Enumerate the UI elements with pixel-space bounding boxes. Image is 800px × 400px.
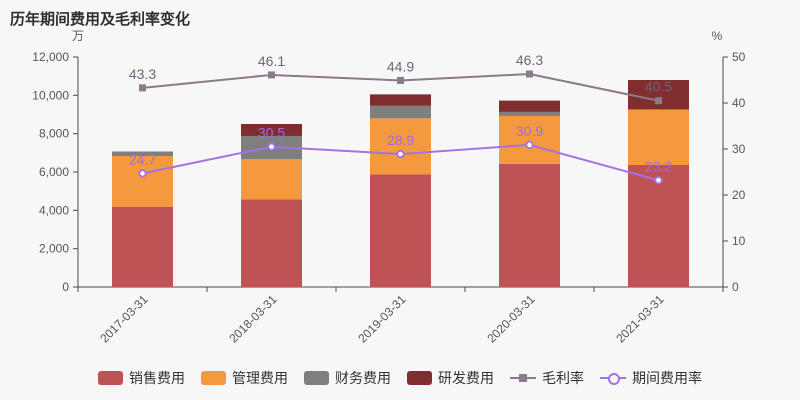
marker-square-毛利率[interactable] — [268, 71, 275, 79]
data-label-毛利率: 44.9 — [387, 58, 414, 74]
right-axis-tick-label: 10 — [732, 234, 746, 248]
bar-segment-管理费用[interactable] — [628, 109, 689, 166]
bar-segment-财务费用[interactable] — [370, 105, 431, 119]
marker-circle-期间费用率[interactable] — [525, 140, 534, 149]
bar-segment-销售费用[interactable] — [370, 174, 431, 287]
left-axis-tick-label: 10,000 — [32, 88, 69, 102]
legend-swatch-icon — [98, 371, 123, 385]
marker-circle-期间费用率[interactable] — [396, 149, 405, 159]
legend-label: 财务费用 — [335, 370, 391, 386]
bar-segment-管理费用[interactable] — [112, 155, 173, 207]
legend-swatch-icon — [201, 371, 226, 385]
legend-item-期间费用率[interactable]: 期间费用率 — [600, 368, 702, 388]
x-axis-category-label: 2018-03-31 — [226, 292, 280, 346]
marker-square-毛利率[interactable] — [655, 97, 662, 105]
legend-item-财务费用[interactable]: 财务费用 — [304, 368, 391, 388]
bar-segment-财务费用[interactable] — [499, 111, 560, 116]
bar-segment-财务费用[interactable] — [628, 109, 689, 110]
data-label-期间费用率: 30.9 — [516, 123, 543, 139]
legend-label: 管理费用 — [232, 370, 288, 386]
svg-text:2018-03-31: 2018-03-31 — [226, 292, 280, 346]
svg-text:2021-03-31: 2021-03-31 — [613, 292, 667, 346]
right-axis-tick-label: 30 — [732, 142, 746, 156]
legend-label: 销售费用 — [129, 370, 185, 386]
marker-circle-期间费用率[interactable] — [267, 142, 276, 151]
right-axis-tick-label: 40 — [732, 96, 746, 110]
data-label-毛利率: 46.1 — [258, 53, 285, 69]
data-label-毛利率: 40.5 — [645, 79, 672, 95]
data-label-期间费用率: 30.5 — [258, 125, 285, 141]
left-axis-tick-label: 8,000 — [39, 127, 69, 141]
svg-text:2017-03-31: 2017-03-31 — [97, 292, 151, 346]
legend-label: 期间费用率 — [632, 370, 702, 386]
bar-segment-研发费用[interactable] — [241, 123, 302, 136]
marker-square-毛利率[interactable] — [397, 76, 404, 84]
right-axis-tick-label: 50 — [732, 50, 746, 64]
data-label-期间费用率: 23.2 — [645, 158, 672, 174]
bar-segment-销售费用[interactable] — [241, 199, 302, 287]
data-label-毛利率: 43.3 — [129, 66, 156, 82]
data-label-毛利率: 46.3 — [516, 52, 543, 68]
bar-segment-销售费用[interactable] — [499, 163, 560, 287]
data-label-期间费用率: 24.7 — [129, 151, 156, 167]
legend-item-销售费用[interactable]: 销售费用 — [98, 368, 185, 388]
legend-swatch-icon — [304, 371, 329, 385]
legend-label: 研发费用 — [438, 370, 494, 386]
marker-circle-期间费用率[interactable] — [138, 169, 147, 178]
bar-segment-管理费用[interactable] — [241, 159, 302, 200]
svg-text:2020-03-31: 2020-03-31 — [484, 292, 538, 346]
right-axis-unit: % — [712, 29, 723, 43]
bar-segment-财务费用[interactable] — [112, 151, 173, 156]
marker-square-毛利率[interactable] — [526, 70, 533, 78]
legend-line-circle-icon — [600, 371, 626, 385]
left-axis-tick-label: 12,000 — [32, 50, 69, 64]
x-axis-category-label: 2021-03-31 — [613, 292, 667, 346]
x-axis-category-label: 2020-03-31 — [484, 292, 538, 346]
bar-segment-管理费用[interactable] — [499, 115, 560, 164]
bar-segment-研发费用[interactable] — [370, 94, 431, 106]
left-axis-tick-label: 2,000 — [39, 242, 69, 256]
right-axis-tick-label: 0 — [732, 280, 739, 294]
chart-title: 历年期间费用及毛利率变化 — [10, 11, 191, 28]
bar-segment-销售费用[interactable] — [628, 165, 689, 287]
svg-text:2019-03-31: 2019-03-31 — [355, 292, 409, 346]
legend-item-研发费用[interactable]: 研发费用 — [407, 368, 494, 388]
bar-segment-销售费用[interactable] — [112, 206, 173, 287]
marker-square-毛利率[interactable] — [139, 84, 146, 92]
chart-legend: 销售费用 管理费用 财务费用 研发费用 毛利率 期间费用率 — [0, 368, 800, 388]
x-axis-category-label: 2019-03-31 — [355, 292, 409, 346]
bar-segment-研发费用[interactable] — [499, 100, 560, 112]
legend-label: 毛利率 — [542, 370, 584, 386]
left-axis-tick-label: 0 — [62, 280, 69, 294]
legend-item-毛利率[interactable]: 毛利率 — [510, 368, 584, 388]
right-axis-tick-label: 20 — [732, 188, 746, 202]
left-axis-tick-label: 4,000 — [39, 203, 69, 217]
marker-circle-期间费用率[interactable] — [654, 176, 663, 185]
data-label-期间费用率: 28.9 — [387, 132, 414, 148]
bar-segment-管理费用[interactable] — [370, 118, 431, 175]
left-axis-tick-label: 6,000 — [39, 165, 69, 179]
legend-swatch-icon — [407, 371, 432, 385]
legend-item-管理费用[interactable]: 管理费用 — [201, 368, 288, 388]
left-axis-unit: 万 — [72, 29, 84, 43]
x-axis-category-label: 2017-03-31 — [97, 292, 151, 346]
legend-line-square-icon — [510, 371, 536, 385]
